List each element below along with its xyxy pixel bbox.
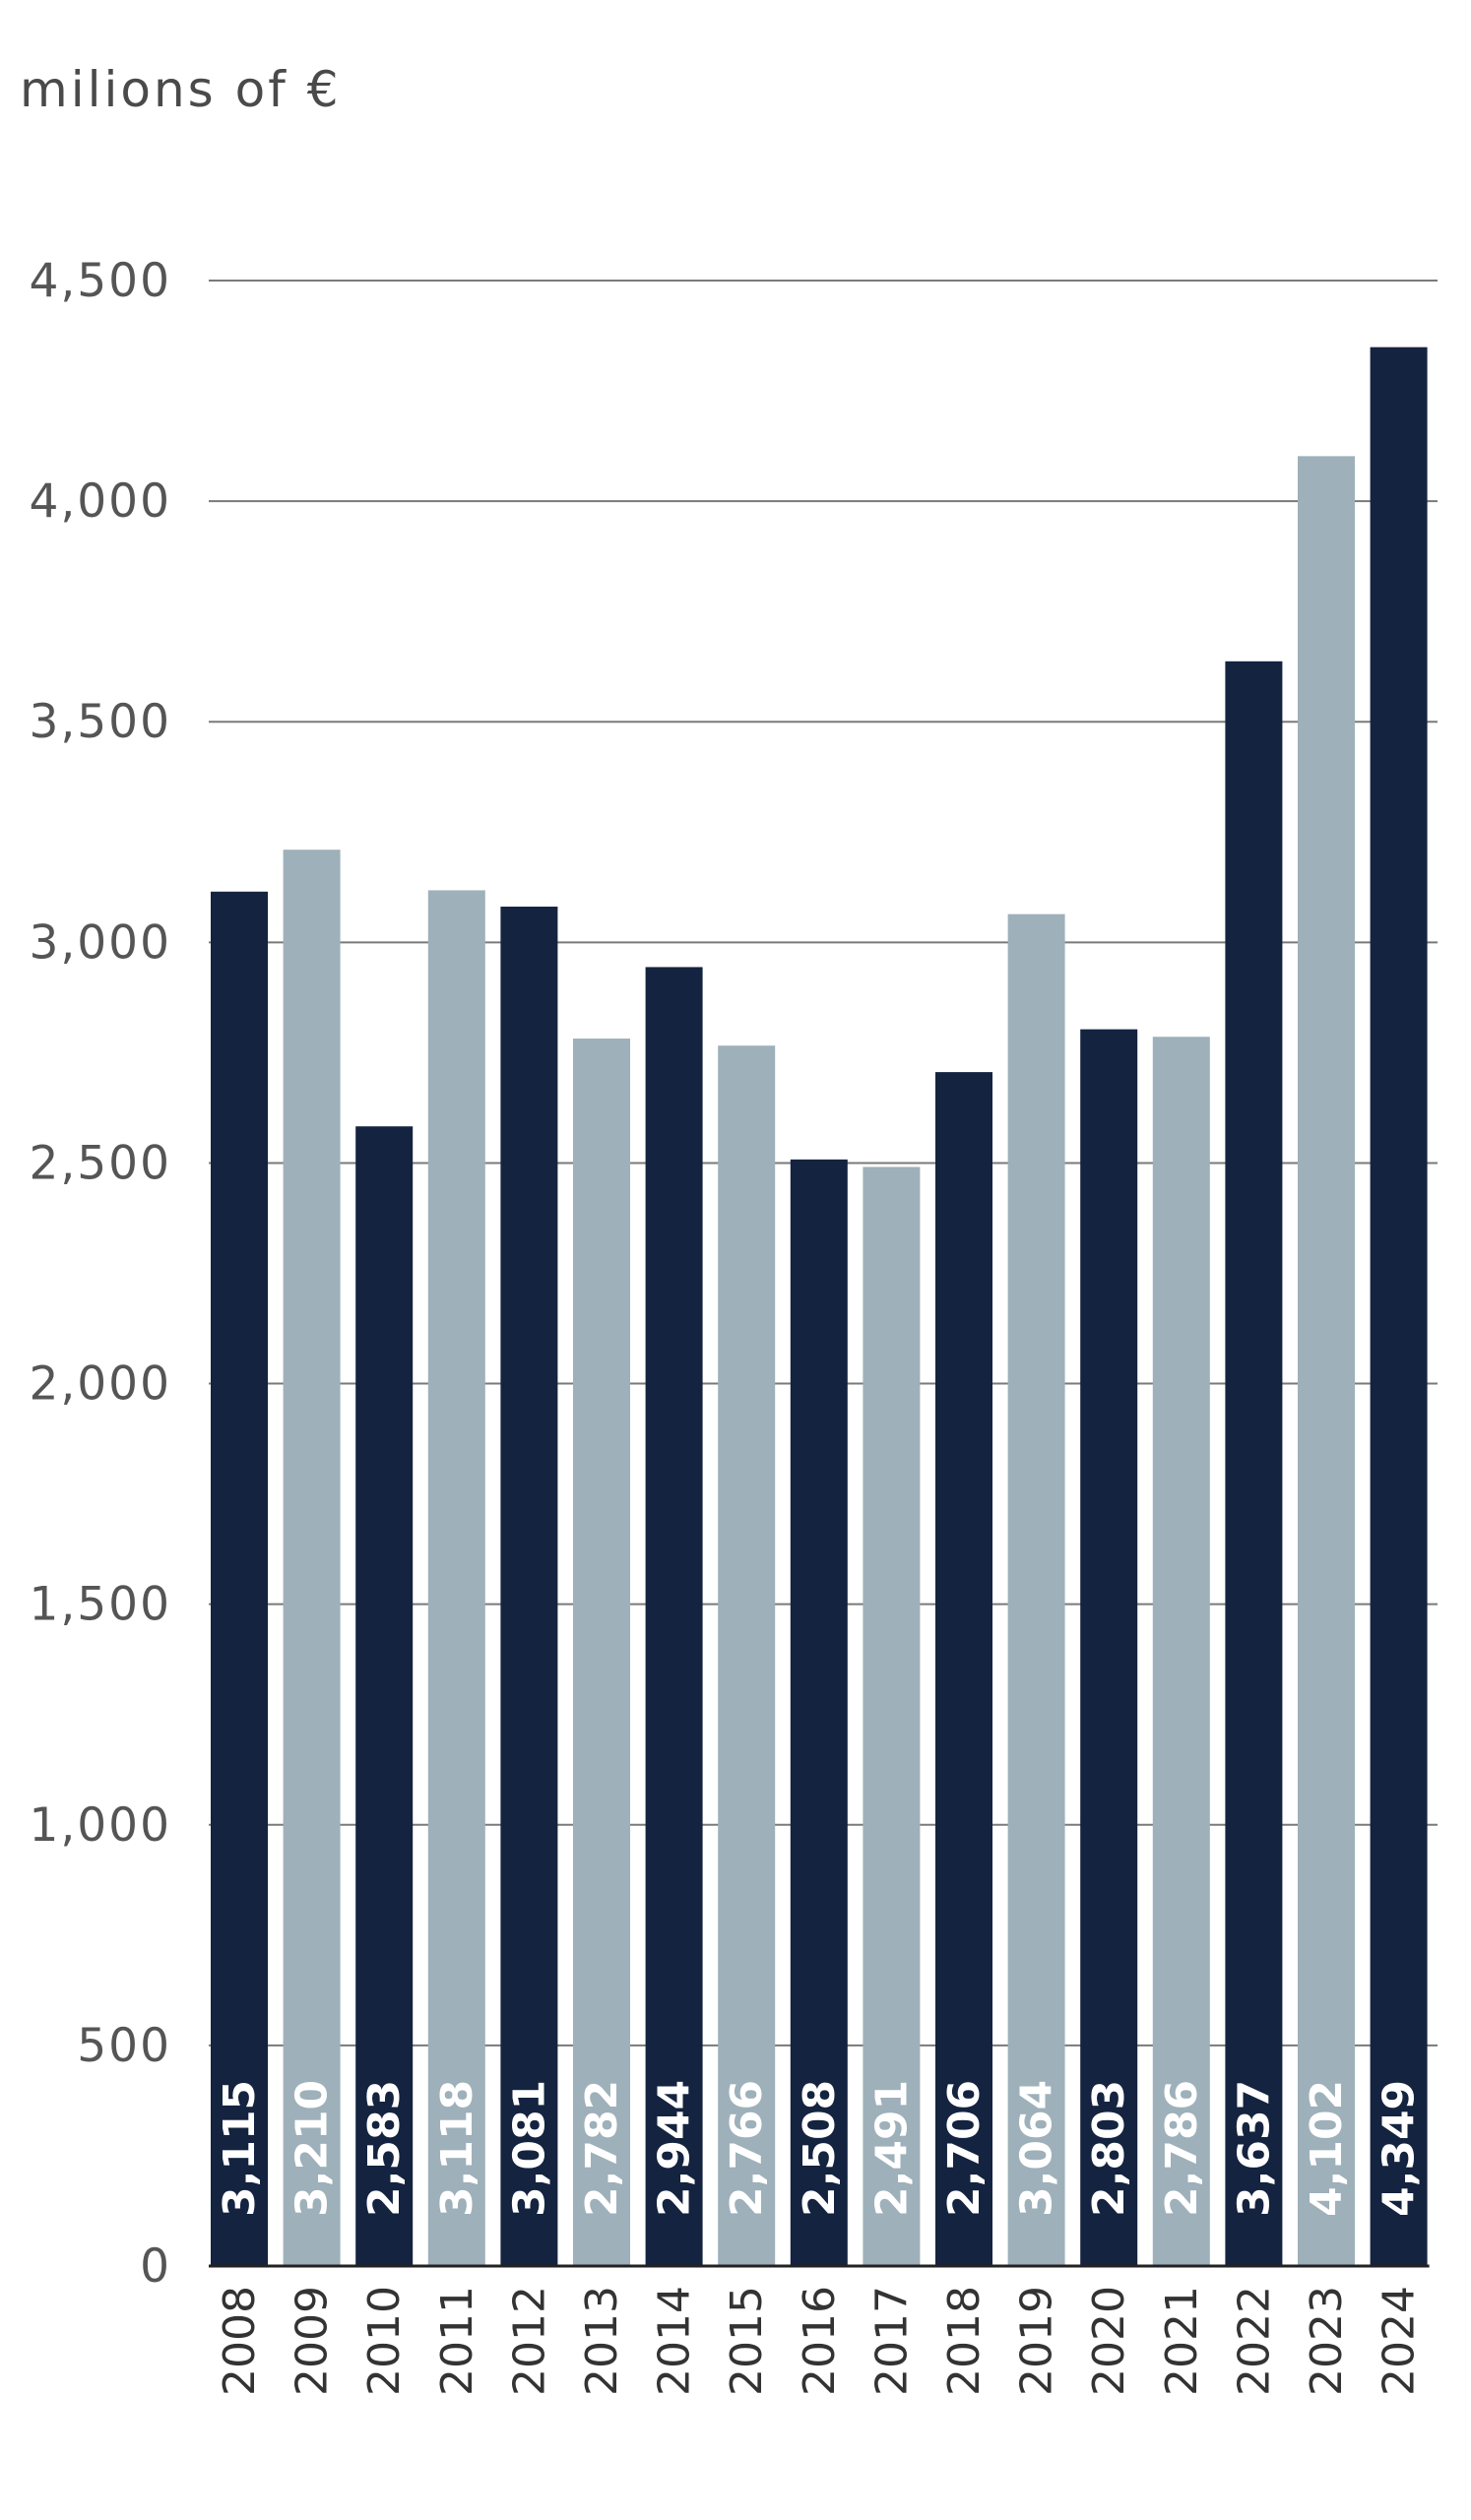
x-tick-label: 2008 xyxy=(215,2286,265,2396)
y-axis-ticks: 0 500 1,000 1,500 2,000 2,500 3,000 3,500 4,000 4… xyxy=(29,254,171,2294)
x-tick-label: 2018 xyxy=(939,2286,990,2396)
x-tick-label: 2012 xyxy=(504,2286,554,2396)
bar xyxy=(935,1072,992,2266)
bar-value-label: 2,583 xyxy=(359,2080,410,2217)
bar xyxy=(427,890,485,2266)
bar-value-label: 3,115 xyxy=(215,2080,265,2217)
bar-value-label: 3,081 xyxy=(504,2080,554,2217)
bars xyxy=(211,346,1428,2267)
x-tick-label: 2013 xyxy=(577,2286,627,2396)
x-tick-label: 2016 xyxy=(795,2286,845,2396)
bar-value-label: 2,803 xyxy=(1084,2080,1134,2217)
x-tick-label: 2009 xyxy=(288,2286,338,2396)
x-tick-label: 2024 xyxy=(1375,2286,1425,2396)
bar-value-label: 2,782 xyxy=(577,2080,627,2217)
bar xyxy=(1298,456,1355,2266)
y-tick-label: 4,000 xyxy=(29,474,171,529)
y-tick-label: 1,000 xyxy=(29,1798,171,1853)
bar xyxy=(1007,914,1065,2266)
bar xyxy=(645,967,703,2266)
x-tick-label: 2020 xyxy=(1084,2286,1134,2396)
bar xyxy=(1225,661,1283,2266)
bar xyxy=(283,850,341,2266)
y-tick-label: 3,500 xyxy=(29,695,171,749)
x-tick-label: 2023 xyxy=(1302,2286,1352,2396)
bar-value-label: 2,786 xyxy=(1157,2080,1207,2217)
y-tick-label: 1,500 xyxy=(29,1578,171,1632)
bar-value-label: 4,349 xyxy=(1375,2080,1425,2217)
x-tick-label: 2017 xyxy=(866,2286,917,2396)
bar xyxy=(718,1045,776,2266)
bar xyxy=(500,907,558,2266)
bar xyxy=(355,1126,414,2266)
y-tick-label: 4,500 xyxy=(29,254,171,308)
x-tick-label: 2022 xyxy=(1229,2286,1279,2396)
x-tick-label: 2010 xyxy=(359,2286,410,2396)
bar-value-label: 3,210 xyxy=(288,2080,338,2217)
bar-value-label: 2,944 xyxy=(650,2080,700,2217)
bar xyxy=(1152,1037,1210,2266)
y-tick-label: 0 xyxy=(140,2239,171,2294)
bar-value-label: 2,508 xyxy=(795,2080,845,2217)
x-tick-label: 2019 xyxy=(1012,2286,1062,2396)
bar xyxy=(1080,1029,1138,2266)
x-tick-label: 2011 xyxy=(432,2286,482,2396)
x-axis-ticks: 2008 2009 2010 2011 2012 2013 2014 2015 2016 2017… xyxy=(215,2286,1425,2396)
x-tick-label: 2015 xyxy=(722,2286,772,2396)
bar-value-label: 2,766 xyxy=(722,2080,772,2217)
y-tick-label: 500 xyxy=(77,2019,171,2073)
x-tick-label: 2014 xyxy=(650,2286,700,2396)
y-tick-label: 2,500 xyxy=(29,1136,171,1190)
bar-value-label: 3,118 xyxy=(432,2080,482,2217)
bar-value-labels: 3,115 3,210 2,583 3,118 3,081 2,782 2,944 2,766… xyxy=(215,2080,1425,2217)
bar-value-label: 2,706 xyxy=(939,2080,990,2217)
bar xyxy=(1370,346,1428,2267)
bar xyxy=(573,1039,630,2266)
y-tick-label: 3,000 xyxy=(29,915,171,970)
bar-value-label: 4,102 xyxy=(1302,2080,1352,2217)
x-tick-label: 2021 xyxy=(1157,2286,1207,2396)
bar-value-label: 3,064 xyxy=(1012,2080,1062,2217)
bar-value-label: 2,491 xyxy=(866,2080,917,2217)
bar xyxy=(863,1166,921,2266)
bar xyxy=(790,1159,848,2266)
y-tick-label: 2,000 xyxy=(29,1357,171,1412)
bar xyxy=(211,891,268,2266)
y-axis-title: milions of € xyxy=(20,61,342,118)
bar-value-label: 3,637 xyxy=(1229,2080,1279,2217)
